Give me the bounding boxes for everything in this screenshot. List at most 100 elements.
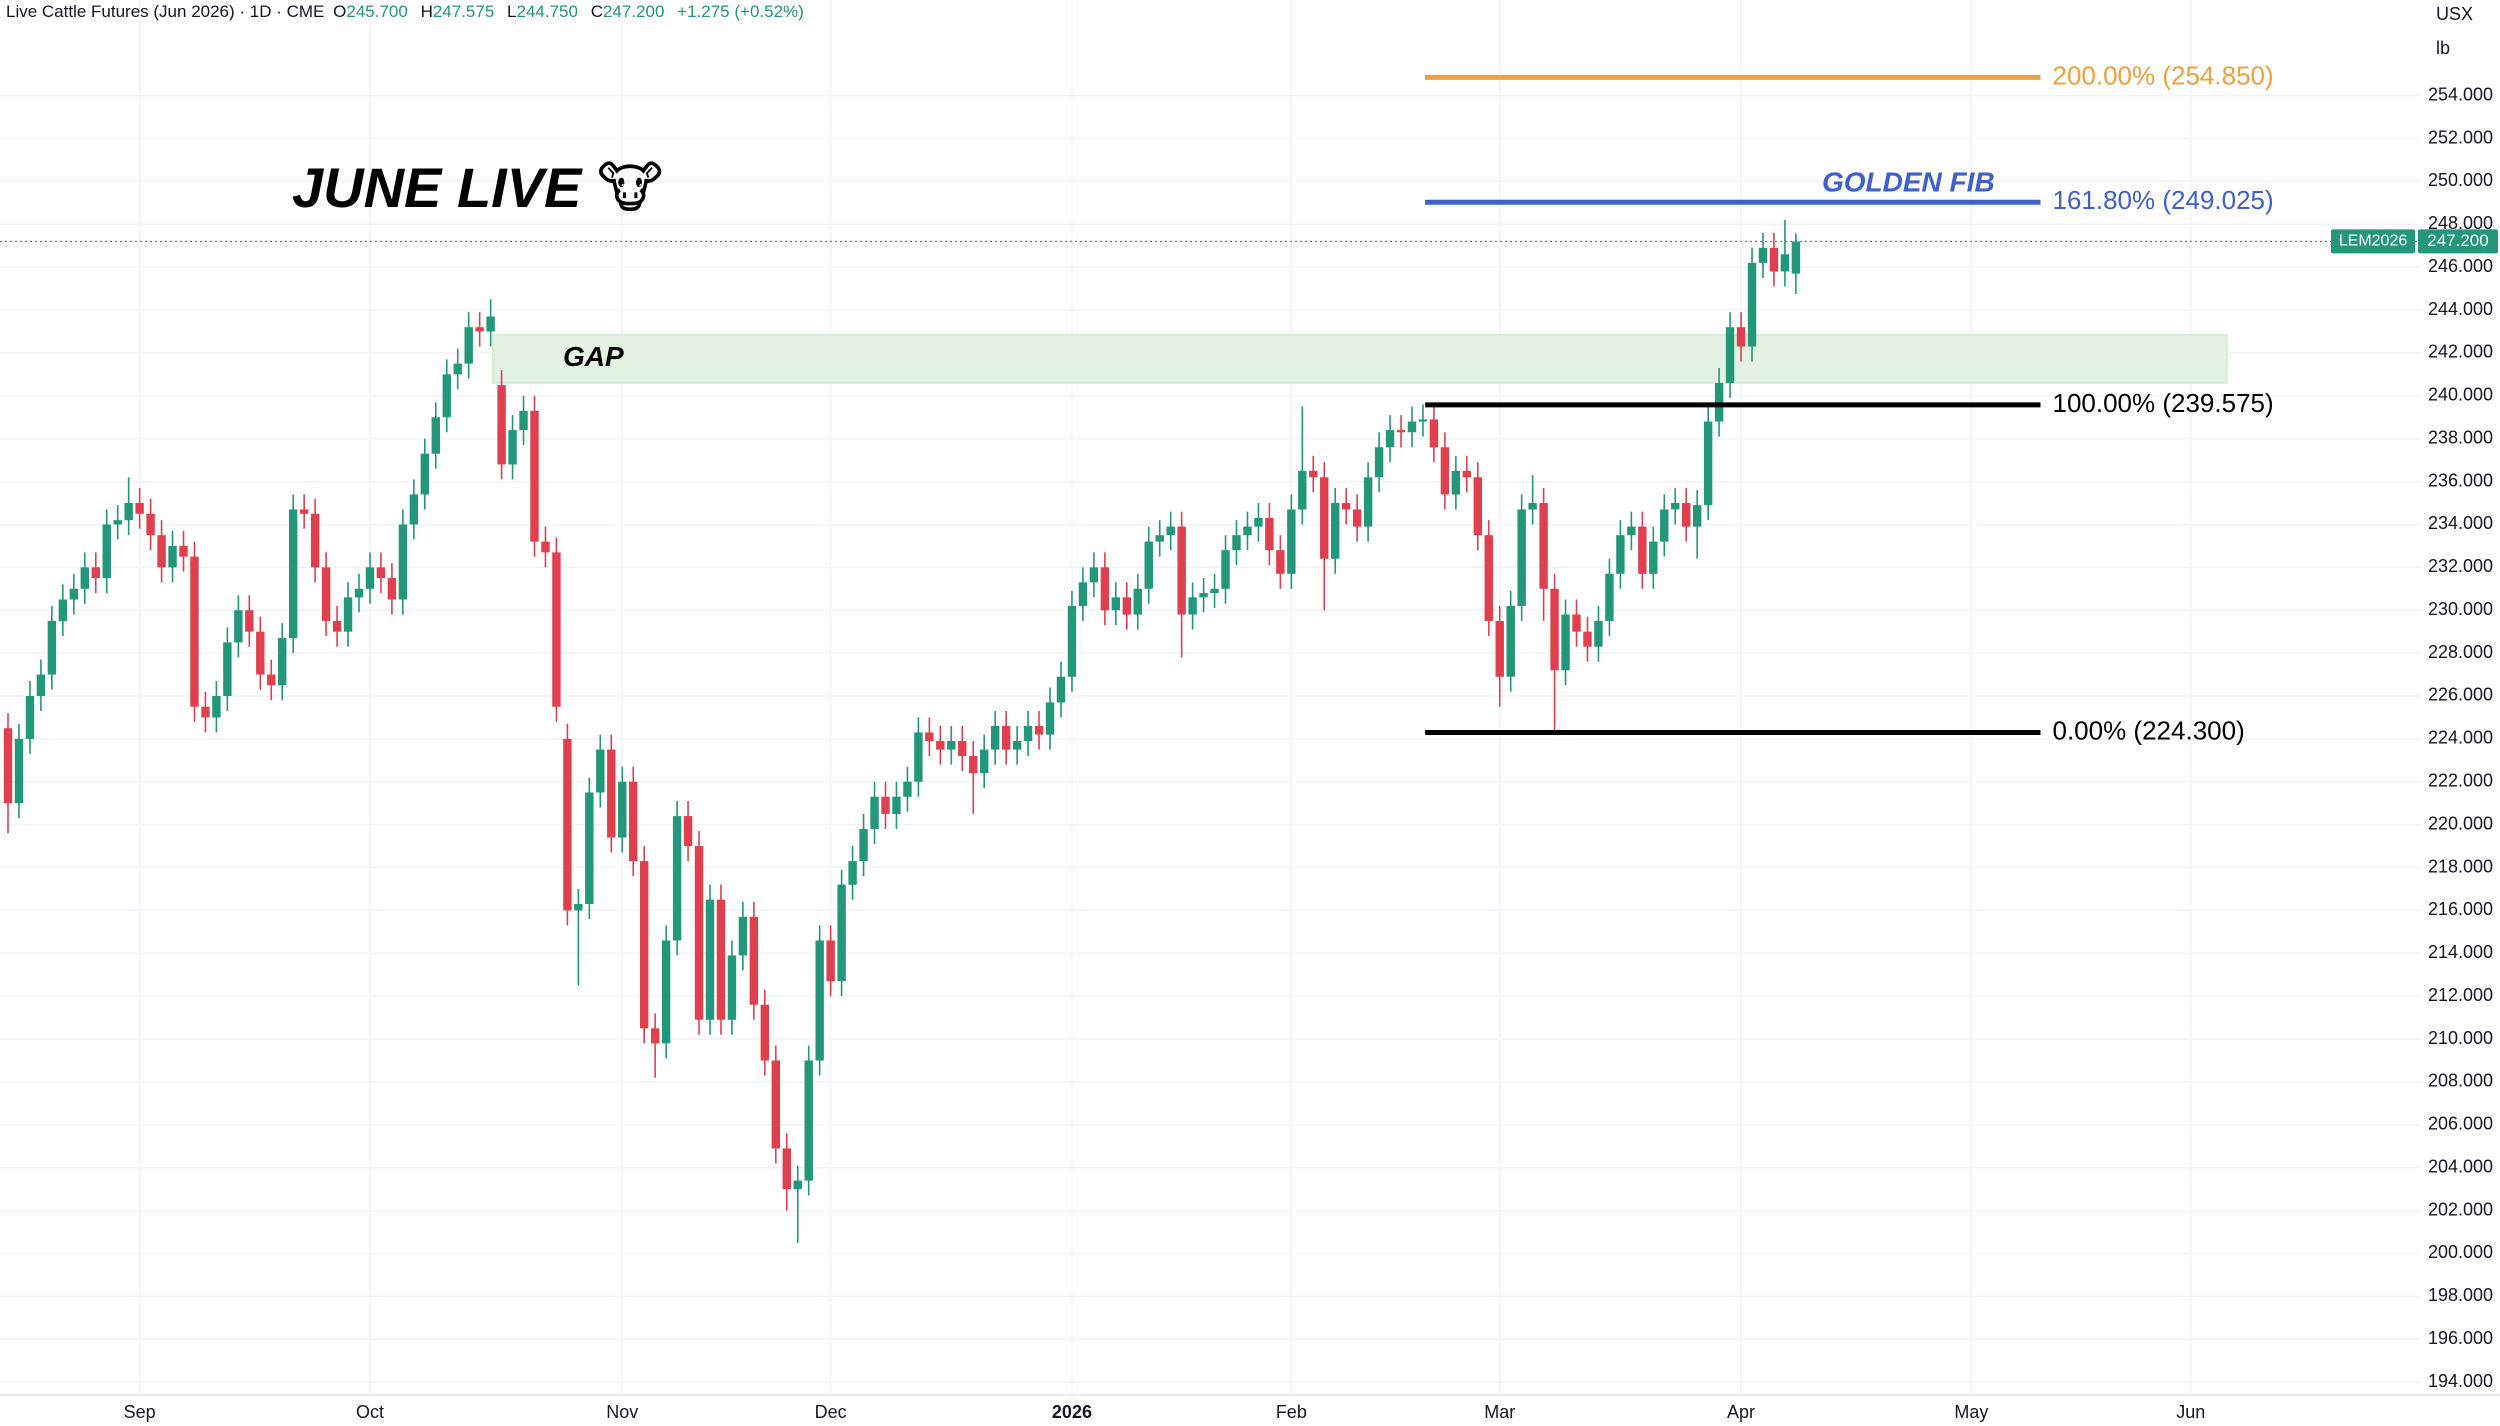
price-tag	[2418, 229, 2498, 254]
y-tick-label: 210.000	[2428, 1028, 2493, 1048]
candle-body	[1714, 382, 1724, 422]
candle-body	[376, 567, 386, 579]
candle-body	[1012, 741, 1022, 750]
candle-body	[442, 374, 451, 418]
candle-body	[771, 1060, 781, 1149]
x-tick-label: Dec	[815, 1402, 847, 1422]
candle-body	[782, 1148, 791, 1190]
candle-body	[1155, 535, 1164, 542]
candle-body	[1276, 550, 1285, 574]
candle-body	[299, 509, 309, 514]
candle-body	[694, 846, 704, 1020]
candle-body	[1583, 631, 1592, 647]
candle-body	[870, 796, 879, 829]
candle-body	[223, 642, 232, 696]
candle-body	[278, 638, 287, 686]
open-value: 245.700	[346, 2, 408, 21]
candle-body	[1001, 726, 1011, 750]
candle-body	[1265, 518, 1274, 551]
candle-body	[1736, 327, 1746, 347]
candle-body	[212, 695, 221, 718]
unit: USX	[2436, 4, 2473, 24]
y-tick-label: 222.000	[2428, 771, 2493, 791]
candle-body	[464, 327, 473, 364]
candle-body	[1703, 421, 1713, 506]
candle-body	[1078, 582, 1088, 606]
candle-body	[190, 556, 199, 707]
high-label: H	[420, 2, 433, 21]
candle-body	[1484, 535, 1493, 621]
golden-fib-label: GOLDEN FIB	[1822, 167, 1995, 198]
y-tick-label: 200.000	[2428, 1242, 2493, 1262]
candle-body	[1254, 518, 1263, 527]
candle-body	[1341, 503, 1351, 510]
y-tick-label: 230.000	[2428, 599, 2493, 619]
candle-body	[288, 509, 298, 639]
candle-body	[1111, 597, 1121, 611]
low-value: 244.750	[516, 2, 578, 21]
y-tick-label: 252.000	[2428, 127, 2493, 147]
candle-body	[650, 1028, 660, 1044]
candle-body	[1221, 550, 1230, 589]
y-tick-label: 212.000	[2428, 985, 2493, 1005]
symbol: Live Cattle Futures (Jun 2026) · 1D · CM…	[6, 2, 325, 21]
y-tick-label: 194.000	[2428, 1371, 2493, 1391]
y-tick-label: 220.000	[2428, 813, 2493, 833]
candle-body	[672, 816, 682, 941]
candle-body	[530, 410, 539, 542]
candle-body	[1407, 421, 1417, 433]
candle-body	[256, 631, 265, 675]
gap-label: GAP	[563, 341, 624, 372]
y-tick-label: 248.000	[2428, 213, 2493, 233]
candle-body	[168, 545, 177, 568]
candle-body	[1177, 526, 1186, 615]
y-tick-label: 208.000	[2428, 1071, 2493, 1091]
candle-body	[727, 955, 737, 1020]
x-tick-label: Feb	[1276, 1402, 1307, 1422]
candle-body	[1374, 447, 1384, 478]
candle-body	[1056, 676, 1066, 703]
candle-body	[1352, 509, 1362, 527]
open-label: O	[333, 2, 347, 21]
candle-body	[354, 588, 364, 598]
candle-body	[91, 567, 100, 579]
candle-body	[332, 620, 342, 632]
candle-body	[793, 1180, 802, 1190]
unit: lb	[2436, 38, 2450, 58]
candle-body	[1287, 509, 1296, 574]
candle-body	[343, 597, 353, 632]
x-tick-label: 2026	[1052, 1402, 1092, 1422]
candle-body	[1616, 535, 1625, 574]
candle-body	[914, 732, 923, 782]
candle-body	[486, 316, 495, 332]
candle-body	[497, 385, 506, 465]
price-label: 247.200	[2427, 231, 2488, 250]
candle-body	[3, 728, 13, 804]
candle-body	[58, 599, 68, 621]
x-tick-label: Mar	[1484, 1402, 1515, 1422]
y-tick-label: 226.000	[2428, 685, 2493, 705]
close-value: 247.200	[602, 2, 665, 21]
candle-body	[453, 363, 462, 375]
x-tick-label: Sep	[124, 1402, 156, 1422]
candle-body	[837, 884, 846, 982]
y-tick-label: 244.000	[2428, 299, 2493, 319]
candle-body	[1725, 327, 1735, 383]
candle-body	[1561, 614, 1570, 671]
candle-body	[1517, 509, 1526, 606]
candle-body	[1440, 447, 1450, 495]
candle-body	[705, 899, 715, 1020]
candle-body	[1451, 470, 1461, 495]
candle-body	[980, 749, 989, 774]
candle-body	[387, 578, 397, 600]
candle-body	[892, 796, 901, 814]
candle-body	[826, 940, 835, 982]
candle-body	[69, 588, 79, 600]
high-value: 247.575	[432, 2, 495, 21]
candle-body	[1462, 470, 1472, 478]
candle-body	[936, 741, 945, 750]
candle-body	[618, 781, 627, 838]
candle-body	[1045, 702, 1055, 735]
